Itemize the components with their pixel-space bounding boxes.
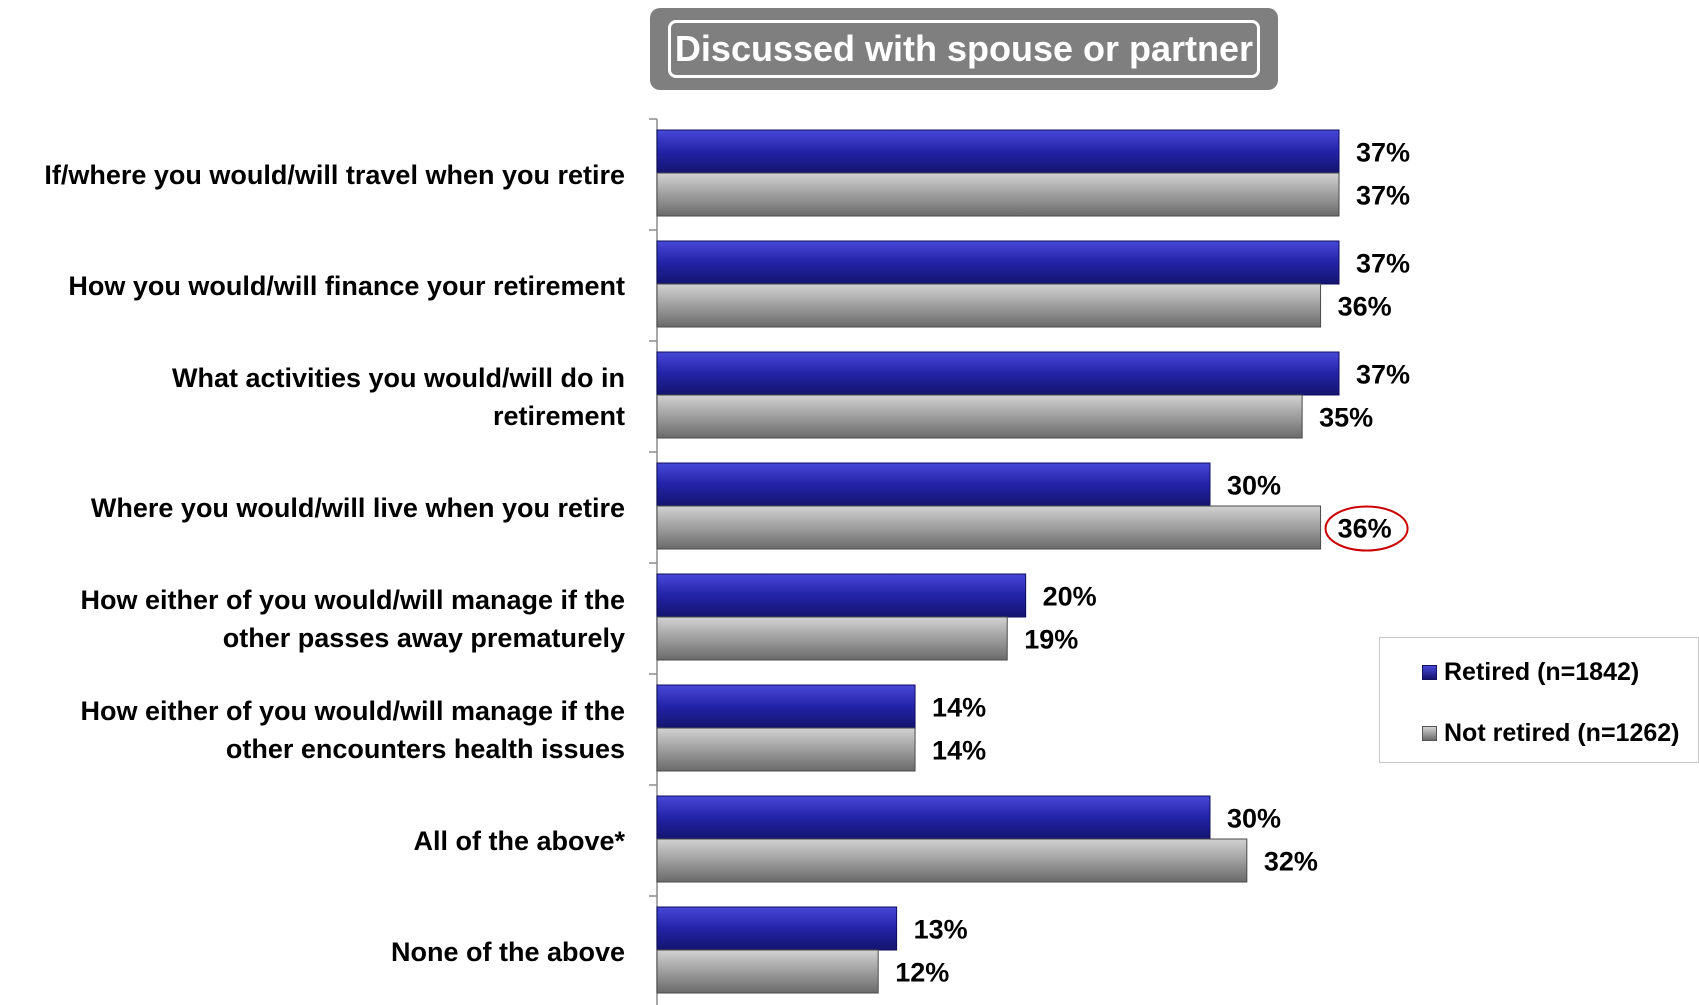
category-label: All of the above* [0,822,625,860]
bar-retired [656,240,1340,285]
category-label: How either of you would/will manage if t… [0,692,625,768]
chart-title-frame: Discussed with spouse or partner [668,20,1260,78]
category-label-line: retirement [492,400,625,431]
data-label-retired: 14% [932,693,986,723]
category-label-line: None of the above [390,936,625,967]
bar-retired [656,906,898,951]
bar-retired [656,351,1340,396]
data-label-not-retired: 19% [1024,625,1078,655]
data-label-not-retired: 14% [932,736,986,766]
legend-item-retired: Retired (n=1842) [1422,658,1639,687]
data-label-not-retired: 12% [895,958,949,988]
category-label: Where you would/will live when you retir… [0,489,625,527]
data-label-not-retired: 35% [1319,403,1373,433]
bar-retired [656,795,1211,840]
bar-retired [656,462,1211,507]
data-label-retired: 13% [914,915,968,945]
data-label-not-retired: 36% [1338,292,1392,322]
data-label-not-retired: 32% [1264,847,1318,877]
category-label-line: other encounters health issues [225,733,625,764]
category-label-line: All of the above* [413,825,625,856]
data-label-retired: 37% [1356,360,1410,390]
data-label-retired: 37% [1356,138,1410,168]
category-label: If/where you would/will travel when you … [0,156,625,194]
bar-not-retired [656,838,1248,883]
data-label-retired: 30% [1227,471,1281,501]
bar-not-retired [656,949,879,994]
category-label-line: If/where you would/will travel when you … [44,159,625,190]
bar-retired [656,573,1027,618]
bar-not-retired [656,616,1008,661]
legend-label-retired: Retired (n=1842) [1444,658,1640,686]
category-label-line: How you would/will finance your retireme… [68,270,625,301]
category-label-line: How either of you would/will manage if t… [80,695,625,726]
category-label: None of the above [0,933,625,971]
category-label-line: Where you would/will live when you retir… [90,492,625,523]
highlight-ellipse [1324,505,1409,552]
category-label: How you would/will finance your retireme… [0,267,625,305]
legend-item-not-retired: Not retired (n=1262) [1422,719,1680,748]
legend-swatch-not-retired [1422,726,1437,741]
category-label-line: What activities you would/will do in [171,362,625,393]
bar-not-retired [656,727,916,772]
category-label-line: How either of you would/will manage if t… [80,584,625,615]
data-label-retired: 37% [1356,249,1410,279]
bar-retired [656,129,1340,174]
bar-not-retired [656,172,1340,217]
data-label-retired: 20% [1043,582,1097,612]
data-label-retired: 30% [1227,804,1281,834]
category-label-line: other passes away prematurely [222,622,625,653]
bar-retired [656,684,916,729]
category-label: What activities you would/will do in reti… [0,359,625,435]
bar-not-retired [656,394,1303,439]
legend: Retired (n=1842) Not retired (n=1262) [1379,637,1699,763]
chart-title-box: Discussed with spouse or partner [650,8,1278,90]
data-label-not-retired: 37% [1356,181,1410,211]
category-label: How either of you would/will manage if t… [0,581,625,657]
chart-title: Discussed with spouse or partner [674,28,1254,69]
data-label-not-retired: 36% [1338,514,1392,544]
bar-not-retired [656,505,1322,550]
legend-label-not-retired: Not retired (n=1262) [1444,719,1680,747]
legend-swatch-retired [1422,665,1437,680]
bar-not-retired [656,283,1322,328]
